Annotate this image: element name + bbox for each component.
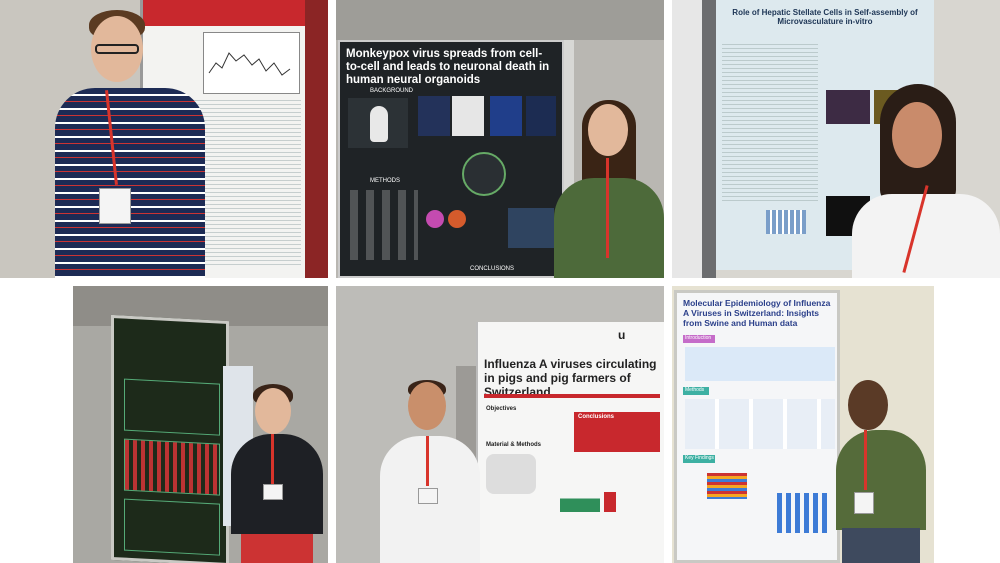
poster-6: Molecular Epidemiology of Influenza A Vi… — [674, 290, 840, 563]
poster-4-title — [120, 328, 220, 333]
red-shorts — [241, 534, 313, 563]
poster-1-header — [143, 0, 305, 26]
face — [91, 16, 143, 82]
person-3 — [852, 84, 1000, 278]
person-4 — [231, 384, 328, 563]
olive-tshirt — [836, 430, 926, 530]
poster-2-section-conclusions: CONCLUSIONS — [470, 266, 515, 272]
switzerland-map — [486, 454, 536, 494]
poster-5-section-conclusions: Conclusions — [578, 414, 615, 420]
poster-5-section-objectives: Objectives — [486, 406, 517, 412]
name-badge — [263, 484, 283, 500]
poster-6-section-key-findings: Key Findings — [685, 455, 714, 461]
green-shirt — [554, 178, 664, 278]
jeans — [842, 528, 920, 563]
poster-6-title: Molecular Epidemiology of Influenza A Vi… — [683, 298, 831, 328]
poster-5-section-methods: Material & Methods — [486, 442, 542, 448]
name-badge — [854, 492, 874, 514]
photo-tile-5: u Influenza A viruses circulating in pig… — [336, 286, 664, 563]
poster-2-organoid-image — [462, 152, 506, 196]
photo-tile-3: Role of Hepatic Stellate Cells in Self-a… — [672, 0, 1000, 278]
name-badge — [99, 188, 131, 224]
poster-2: Monkeypox virus spreads from cell-to-cel… — [338, 40, 564, 278]
face — [892, 102, 942, 168]
person-6 — [836, 378, 934, 563]
striped-shirt — [55, 88, 205, 278]
face — [408, 382, 446, 430]
poster-6-section-introduction: Introduction — [685, 335, 712, 341]
photo-tile-2: Monkeypox virus spreads from cell-to-cel… — [336, 0, 664, 278]
poster-6-section-methods: Methods — [685, 387, 705, 393]
person-1 — [55, 10, 205, 278]
photo-tile-1 — [0, 0, 328, 278]
photo-tile-6: Molecular Epidemiology of Influenza A Vi… — [672, 286, 934, 563]
person-2 — [548, 98, 664, 278]
poster-1-line-chart — [203, 32, 300, 94]
face — [588, 104, 628, 156]
photo-tile-4 — [73, 286, 328, 563]
white-blouse — [852, 194, 1000, 278]
poster-3-micrograph-1 — [826, 90, 870, 124]
name-badge — [418, 488, 438, 504]
person-5 — [380, 380, 480, 563]
poster-3-title: Role of Hepatic Stellate Cells in Self-a… — [732, 8, 918, 27]
university-logo: u — [618, 328, 626, 342]
poster-2-section-background: BACKGROUND — [370, 88, 414, 94]
poster-2-figure-body — [348, 98, 408, 148]
poster-4 — [111, 314, 229, 563]
glasses-icon — [95, 44, 139, 54]
poster-1-chart-svg — [208, 52, 291, 76]
face — [255, 388, 291, 434]
poster-5: u Influenza A viruses circulating in pig… — [476, 322, 664, 563]
poster-5-title: Influenza A viruses circulating in pigs … — [484, 357, 657, 399]
face — [848, 380, 888, 430]
poster-2-title: Monkeypox virus spreads from cell-to-cel… — [346, 48, 550, 87]
poster-2-section-methods: METHODS — [370, 178, 400, 184]
